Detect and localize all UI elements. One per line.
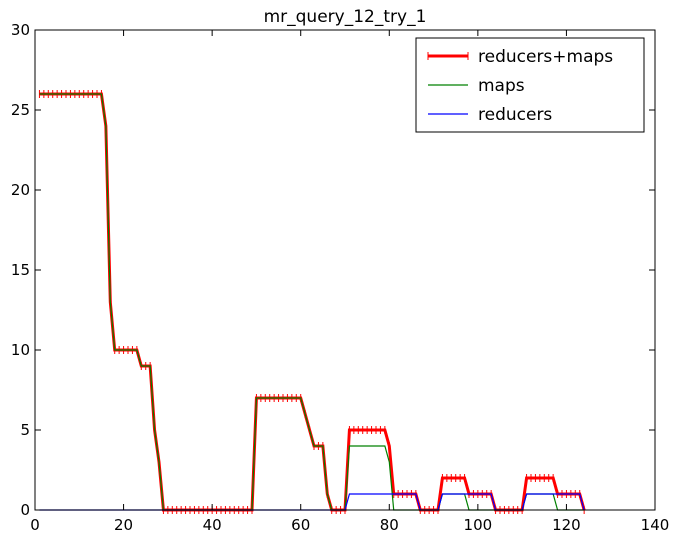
series-layer	[38, 90, 586, 514]
legend-label: reducers	[478, 105, 552, 125]
series-reducers	[39, 493, 585, 511]
chart-title: mr_query_12_try_1	[264, 7, 427, 27]
legend: reducers+maps maps reducers	[415, 37, 645, 133]
y-tick-label: 10	[11, 341, 30, 359]
x-tick-label: 100	[464, 516, 493, 534]
series-line-reducers-maps	[39, 92, 586, 512]
series-line-reducers	[39, 493, 585, 511]
x-tick-label: 80	[380, 516, 399, 534]
y-tick-label: 30	[11, 21, 30, 39]
x-tick-label: 40	[203, 516, 222, 534]
legend-item-reducers-maps: reducers+maps	[427, 47, 613, 67]
series-line-maps	[39, 93, 585, 511]
x-tick-label: 120	[552, 516, 581, 534]
x-tick-label: 20	[114, 516, 133, 534]
x-tick-label: 60	[291, 516, 310, 534]
legend-item-maps: maps	[428, 76, 525, 96]
ticks-layer: 0 20 40 60 80 100 120 140 0 5 10 15 20 25 30	[11, 21, 669, 534]
y-tick-label: 0	[20, 501, 30, 519]
legend-label: maps	[478, 76, 525, 96]
y-tick-label: 25	[11, 101, 30, 119]
legend-item-reducers: reducers	[428, 105, 552, 125]
y-tick-label: 15	[11, 261, 30, 279]
x-tick-label: 140	[641, 516, 670, 534]
series-maps	[39, 93, 585, 511]
x-tick-label: 0	[30, 516, 40, 534]
legend-label: reducers+maps	[478, 47, 613, 67]
y-tick-label: 20	[11, 181, 30, 199]
series-reducers-maps	[38, 90, 586, 514]
y-tick-label: 5	[20, 421, 30, 439]
